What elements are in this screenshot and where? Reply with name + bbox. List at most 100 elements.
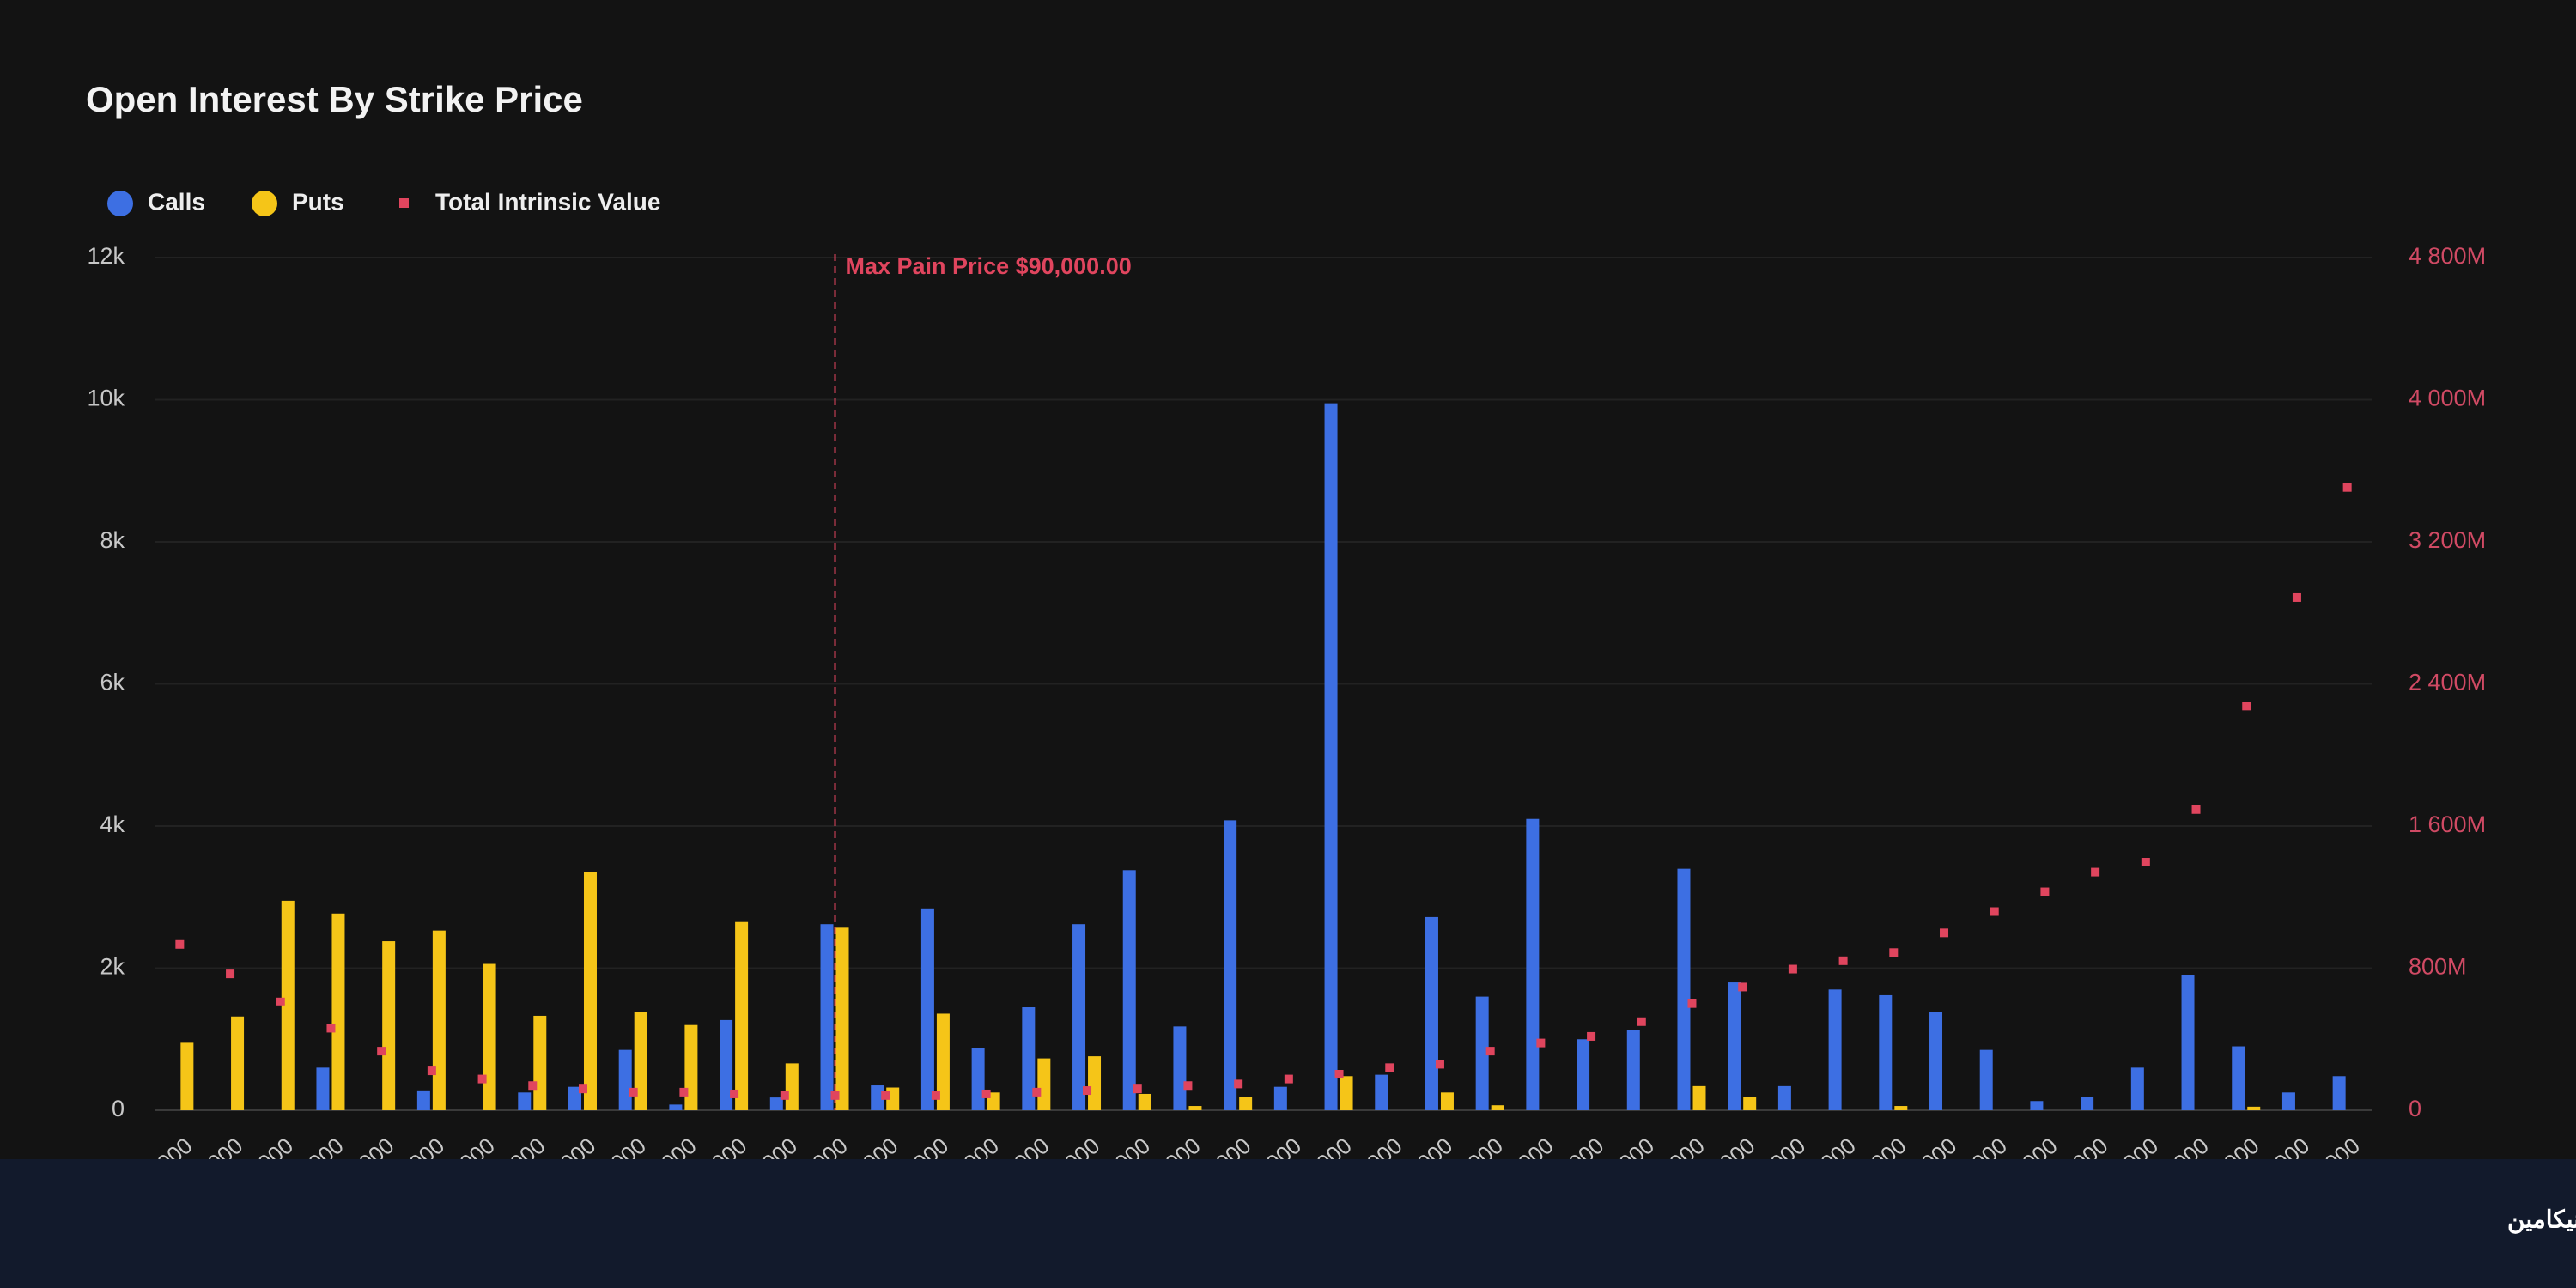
legend-swatch [399,198,409,208]
marker [780,1091,789,1100]
legend-label: Total Intrinsic Value [435,188,660,215]
bar [316,1067,330,1110]
marker [2292,592,2301,602]
marker [1385,1063,1394,1072]
bar [416,1090,430,1110]
y-tick-label: 2k [100,954,125,980]
bar [583,872,597,1110]
bar [735,921,749,1110]
bar [684,1024,698,1110]
bar [1777,1085,1791,1110]
bar [231,1016,245,1110]
bar [618,1049,632,1110]
y2-tick-label: 4 800M [2409,243,2486,269]
marker [2091,867,2100,877]
marker [679,1087,689,1097]
y-tick-label: 6k [100,670,125,696]
bar [1879,994,1893,1110]
bar [1475,996,1489,1110]
bar [920,908,934,1110]
marker [528,1081,538,1091]
bar [871,1085,884,1110]
y-tick-label: 4k [100,811,125,837]
marker [931,1091,940,1100]
bar [1022,1007,1036,1110]
chart-title: Open Interest By Strike Price [86,79,583,119]
y-tick-label: 10k [87,386,125,411]
footer-brand: آنیکامین [2507,1203,2576,1234]
legend-label: Calls [148,188,205,215]
marker [1284,1074,1293,1084]
bar [2181,975,2195,1110]
bar [669,1104,683,1110]
bar [634,1012,647,1110]
marker [981,1089,991,1098]
bar [1375,1074,1388,1110]
bar [533,1015,547,1110]
bar [1577,1039,1590,1110]
y2-tick-label: 4 000M [2409,386,2486,411]
marker [1133,1084,1142,1094]
bar [1894,1106,1908,1110]
bar [785,1063,799,1110]
bar [1677,868,1691,1110]
marker [326,1024,336,1033]
bar [971,1048,985,1110]
bar [1188,1106,1202,1110]
marker [629,1087,638,1097]
marker [1435,1060,1444,1069]
bar [2030,1101,2044,1110]
marker [175,939,185,949]
y2-tick-label: 0 [2409,1096,2421,1121]
bar [1088,1056,1102,1110]
legend-swatch [252,191,277,216]
bar [1626,1030,1640,1110]
marker [1083,1086,1092,1096]
marker [1738,982,1747,992]
marker [226,969,235,979]
marker [477,1074,487,1084]
marker [1032,1087,1042,1097]
y-tick-label: 8k [100,527,125,553]
bar [1491,1105,1504,1110]
bar [518,1092,532,1110]
marker [2242,702,2251,711]
bar [2247,1106,2261,1110]
y2-tick-label: 1 600M [2409,811,2486,837]
marker [2141,857,2150,866]
marker [1788,964,1797,974]
bar [281,900,295,1110]
bar [2081,1097,2094,1110]
bar [1224,820,1237,1110]
bar [1340,1076,1353,1110]
marker [1183,1081,1193,1091]
y-tick-label: 12k [87,243,125,269]
marker [2040,887,2050,896]
marker [276,997,285,1006]
bar [180,1042,194,1110]
bar [382,941,396,1110]
marker [1536,1038,1546,1048]
bar [1692,1085,1706,1110]
bar [1743,1097,1757,1110]
annotation: Max Pain Price $90,000.00 [846,253,1132,279]
bar [2232,1046,2245,1110]
bar [1037,1058,1051,1110]
legend-label: Puts [292,188,344,215]
bar [720,1019,733,1110]
bar [1728,982,1741,1110]
bar [1324,403,1338,1110]
marker [1687,999,1697,1008]
bar [1425,916,1438,1110]
bar [1173,1026,1187,1110]
y2-tick-label: 800M [2409,954,2467,980]
y-tick-label: 0 [112,1096,125,1121]
bar [483,963,496,1110]
marker [1838,956,1848,965]
marker [427,1066,436,1076]
bar [835,927,849,1110]
bar [1138,1093,1151,1110]
bar [1072,924,1086,1110]
